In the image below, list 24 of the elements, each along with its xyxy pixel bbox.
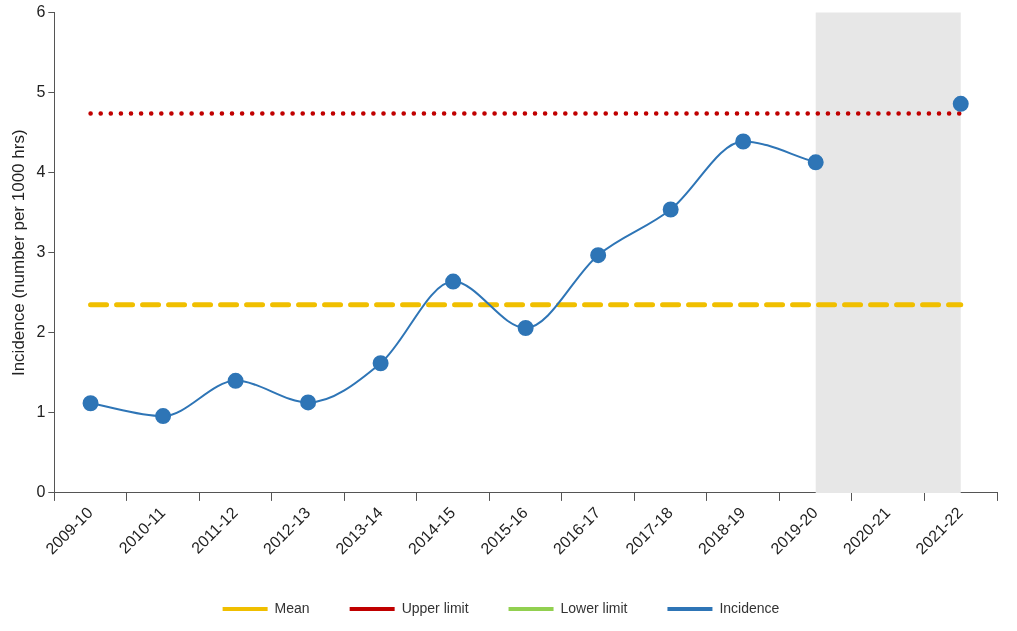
y-tick-label: 1: [36, 403, 46, 421]
point: [735, 133, 752, 150]
legend-label: Mean: [274, 599, 310, 616]
point: [445, 273, 462, 290]
legend-label: Incidence: [719, 599, 780, 616]
point: [662, 201, 679, 218]
y-tick-label: 4: [36, 163, 46, 181]
point: [590, 247, 607, 264]
point: [807, 154, 824, 171]
y-tick-label: 5: [36, 83, 46, 101]
y-tick-label: 0: [36, 483, 46, 501]
point: [952, 95, 969, 112]
point: [82, 395, 99, 412]
y-tick-label: 2: [36, 323, 46, 341]
y-tick-label: 6: [36, 3, 46, 21]
y-tick-label: 3: [36, 243, 46, 261]
point: [155, 408, 172, 425]
legend-label: Lower limit: [560, 599, 628, 616]
legend-label: Upper limit: [401, 599, 469, 616]
point: [227, 372, 244, 389]
y-axis-title: Incidence (number per 1000 hrs): [8, 129, 28, 377]
point: [517, 320, 534, 336]
point: [372, 355, 389, 372]
point: [300, 394, 317, 411]
